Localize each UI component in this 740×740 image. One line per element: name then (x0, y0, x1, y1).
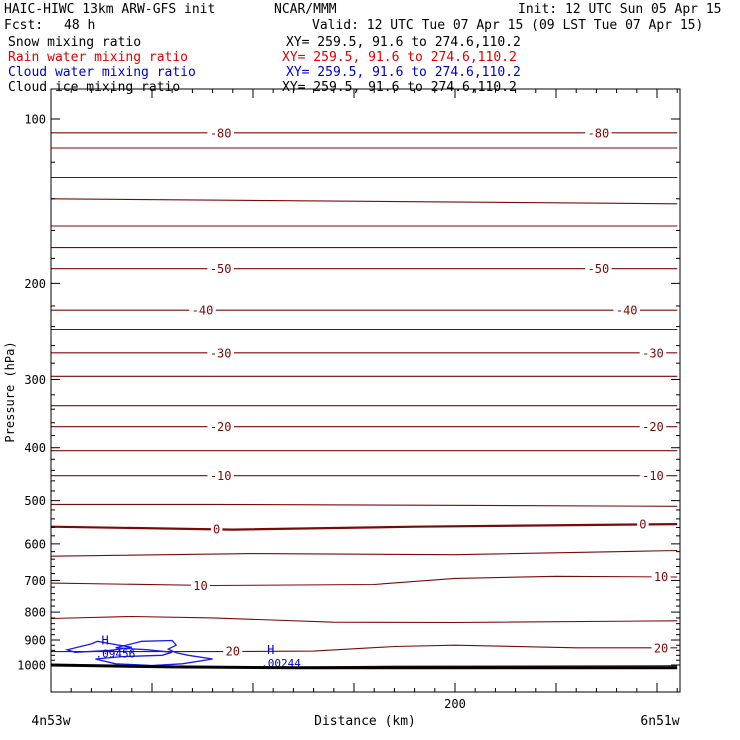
isotherm-label: -10 (642, 469, 664, 483)
legend-cloudice-name: Cloud ice mixing ratio (8, 80, 181, 95)
isotherm-label-bg (207, 262, 234, 275)
isotherm-line (50, 549, 678, 557)
isotherm-label-bg (639, 346, 667, 359)
isotherm-line (50, 198, 678, 205)
y-tick-label: 900 (24, 634, 46, 648)
y-tick-label: 500 (24, 494, 46, 508)
isotherm-label-bg (613, 304, 640, 317)
isotherm-label: -20 (642, 420, 664, 434)
isotherm-label: 20 (654, 641, 668, 655)
y-tick-label: 300 (24, 373, 46, 387)
extremum-marker: H (267, 643, 274, 657)
isotherm-label-bg (190, 579, 210, 592)
isotherm-label-bg (207, 346, 234, 359)
isotherm-label: -40 (616, 304, 638, 318)
isotherm-label: -30 (642, 346, 664, 360)
isotherm-label-bg (585, 262, 612, 275)
y-tick-label: 1000 (17, 659, 46, 673)
isotherm-label: -20 (210, 420, 232, 434)
isotherm-label-bg (651, 570, 671, 583)
isotherm-label: 0 (639, 518, 646, 532)
extremum-marker: H (101, 634, 108, 648)
y-tick-label: 400 (24, 441, 46, 455)
isotherm-label: 20 (226, 645, 240, 659)
cloud-water-contour (95, 639, 213, 667)
model-title: HAIC-HIWC 13km ARW-GFS init (4, 2, 216, 17)
x-right-label: 6n51w (640, 714, 679, 729)
y-tick-label: 200 (24, 277, 46, 291)
isotherm-label: -80 (210, 126, 232, 140)
isotherm-label-bg (637, 518, 649, 531)
isotherm-label-bg (207, 420, 234, 433)
isotherm-label-bg (207, 469, 234, 482)
legend-rain-name: Rain water mixing ratio (8, 50, 189, 65)
organization: NCAR/MMM (274, 2, 337, 17)
isotherm-label: -50 (588, 262, 610, 276)
surface-line (50, 663, 678, 670)
isotherm-label: -10 (210, 469, 232, 483)
isotherm-label-bg (585, 126, 612, 139)
isotherm-line (50, 575, 678, 587)
x-left-label: 4n53w (31, 714, 70, 729)
isotherm-line (50, 615, 678, 624)
plot-frame (50, 88, 681, 693)
y-tick-label: 100 (24, 113, 46, 127)
valid-time: Valid: 12 UTC Tue 07 Apr 15 (09 LST Tue … (312, 18, 704, 33)
init-time: Init: 12 UTC Sun 05 Apr 15 (518, 2, 722, 17)
y-tick-label: 700 (24, 574, 46, 588)
isotherm-label-bg (639, 420, 667, 433)
surface-layer (50, 663, 678, 670)
isotherm-label: 10 (654, 570, 668, 584)
isotherm-label-bg (207, 126, 234, 139)
isotherm-line (50, 523, 678, 531)
isotherm-label-bg (189, 304, 216, 317)
isotherm-label: 10 (193, 579, 207, 593)
y-tick-label: 600 (24, 537, 46, 551)
isotherm-layer: -80 -80 -50 -50 -40 -40 -30 -30 -20 -20 -10 -10 0 0 10… (50, 126, 678, 668)
legend-rain-xy: XY= 259.5, 91.6 to 274.6,110.2 (282, 50, 517, 65)
x-tick-label: 200 (444, 697, 466, 711)
isotherm-label-bg (210, 522, 223, 535)
isotherm-line (51, 503, 678, 507)
legend-cloudwater-xy: XY= 259.5, 91.6 to 274.6,110.2 (286, 65, 521, 80)
isotherm-label: -40 (192, 304, 214, 318)
forecast-hours: 48 h (64, 18, 96, 33)
isotherm-label: 0 (213, 522, 220, 536)
x-axis-title: Distance (km) (314, 714, 416, 729)
legend-snow-name: Snow mixing ratio (8, 35, 142, 50)
isotherm-label-bg (651, 641, 671, 654)
isotherm-label: -30 (210, 346, 232, 360)
y-tick-label: 800 (24, 606, 46, 620)
isotherm-label-bg (223, 645, 243, 658)
y-axis-title: Pressure (hPa) (3, 341, 17, 442)
isotherm-line (51, 644, 678, 653)
isotherm-label: -80 (588, 126, 610, 140)
legend-cloudwater-name: Cloud water mixing ratio (8, 65, 196, 80)
legend-snow-xy: XY= 259.5, 91.6 to 274.6,110.2 (286, 35, 521, 50)
extremum-value: .09456 (95, 648, 135, 661)
isotherm-label-bg (639, 469, 667, 482)
isotherm-label: -50 (210, 262, 232, 276)
forecast-label: Fcst: (4, 18, 44, 33)
